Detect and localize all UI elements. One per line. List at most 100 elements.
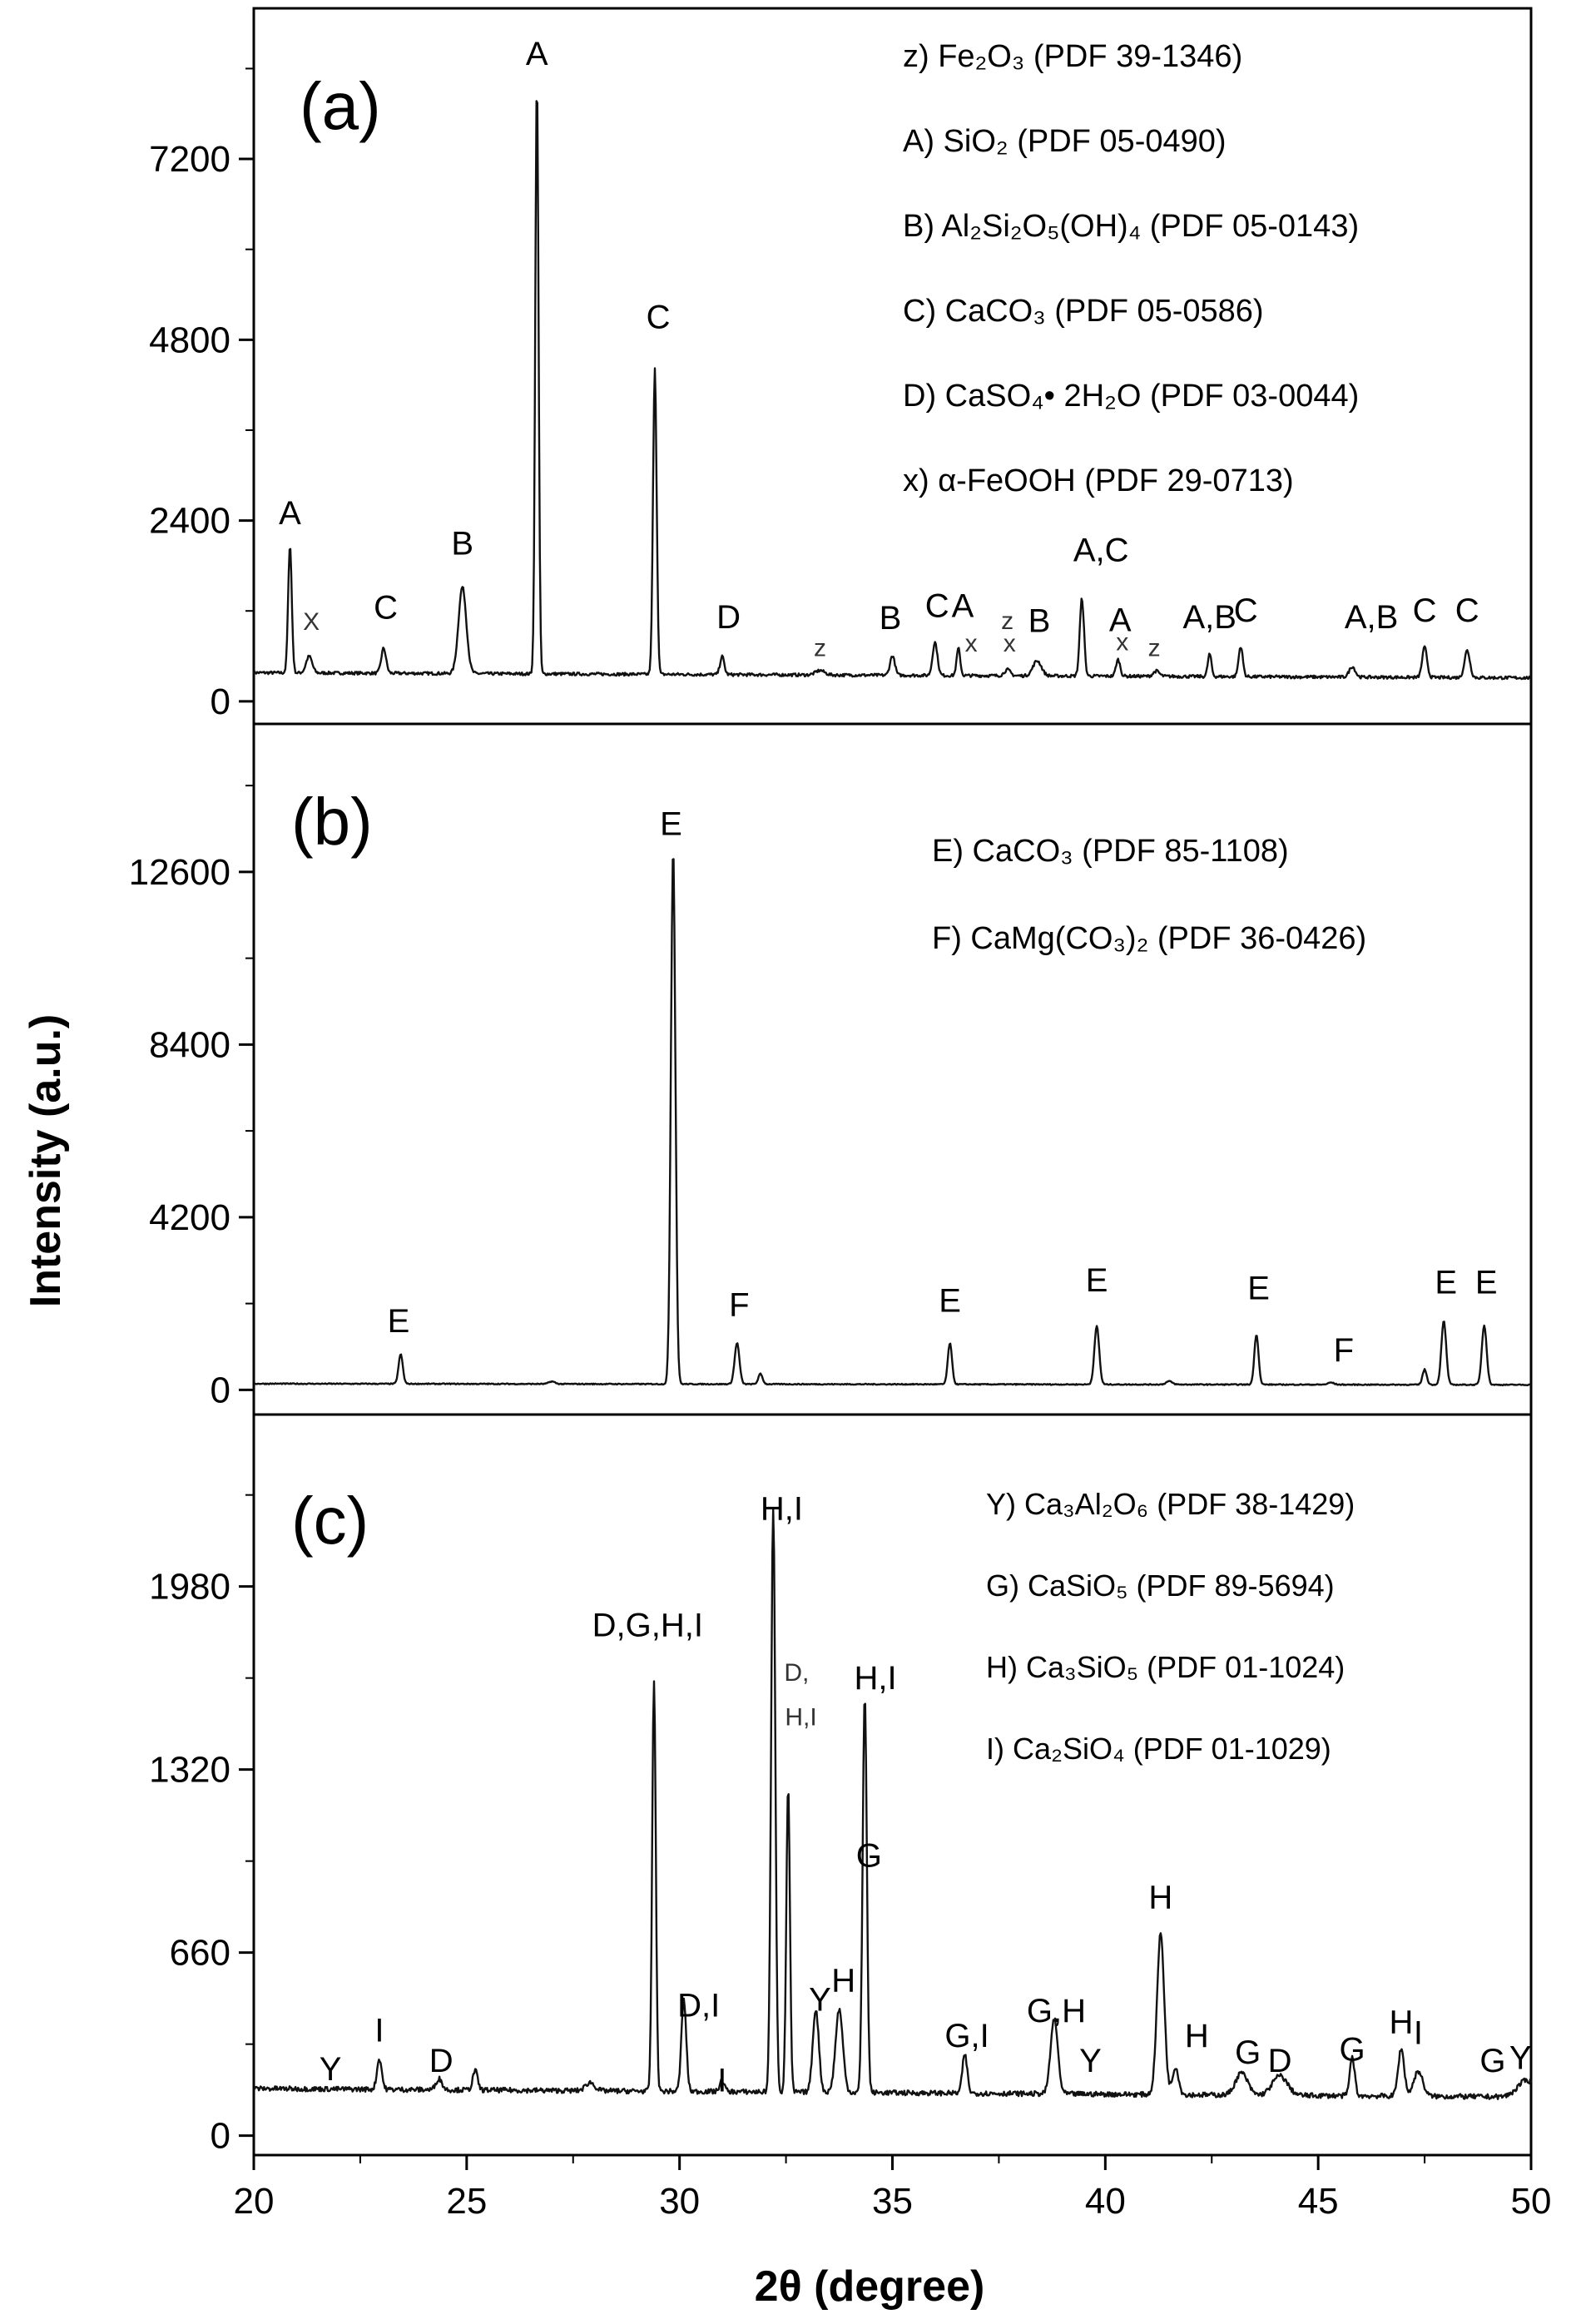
peak-label: D (716, 599, 741, 636)
peak-label: B (1028, 603, 1051, 640)
peak-label: A,B (1182, 599, 1236, 636)
peak-label: E (939, 1282, 961, 1319)
peak-label: H (1148, 1879, 1172, 1915)
peak-label: D (429, 2043, 453, 2079)
x-tick-label: 45 (1298, 2181, 1339, 2222)
peak-label: F (729, 1286, 749, 1323)
peak-label: D, (784, 1659, 809, 1687)
legend-entry: D) CaSO₄• 2H₂O (PDF 03-0044) (903, 379, 1359, 414)
peak-label: E (388, 1303, 410, 1340)
peak-label: D (1268, 2043, 1292, 2079)
peak-label: z (1001, 607, 1013, 635)
x-axis-label: 2θ (degree) (755, 2262, 985, 2311)
peak-label: D,I (677, 1987, 720, 2024)
peak-label: G (1479, 2043, 1505, 2079)
legend-entry: z) Fe₂O₃ (PDF 39-1346) (903, 39, 1242, 74)
peak-label: E (1086, 1262, 1108, 1299)
peak-label: H (831, 1962, 855, 1999)
peak-label: B (880, 600, 902, 637)
legend-entry: H) Ca₃SiO₅ (PDF 01-1024) (986, 1650, 1345, 1684)
y-tick-label: 0 (211, 1370, 230, 1410)
peak-label: X (303, 608, 320, 636)
y-tick-label: 660 (170, 1933, 230, 1974)
panel-label: (c) (291, 1484, 369, 1558)
peak-label: H,I (854, 1660, 896, 1697)
peak-label: Y (809, 1982, 831, 2019)
peak-label: I (374, 2012, 384, 2049)
legend-entry: I) Ca₂SiO₄ (PDF 01-1029) (986, 1732, 1331, 1766)
peak-label: B (451, 525, 473, 562)
peak-label: H (1389, 2004, 1413, 2040)
legend-entry: F) CaMg(CO₃)₂ (PDF 36-0426) (932, 921, 1366, 956)
y-tick-label: 1980 (149, 1567, 230, 1608)
peak-label: E (1475, 1264, 1498, 1301)
panel-label: (b) (291, 785, 373, 859)
y-axis-label: Intensity (a.u.) (22, 1014, 70, 1307)
legend-entry: B) Al₂Si₂O₅(OH)₄ (PDF 05-0143) (903, 209, 1359, 244)
y-tick-label: 12600 (129, 852, 230, 893)
peak-label: G (1235, 2034, 1261, 2071)
peak-label: H,I (761, 1491, 803, 1528)
shared-x-axis: 20 25 30 35 40 45 50 (234, 2155, 1552, 2222)
peak-label: A,C (1073, 532, 1129, 568)
peak-label: z (1148, 635, 1161, 662)
peak-label: E (660, 805, 682, 842)
peak-label: I (1414, 2015, 1423, 2052)
y-tick-label: 1320 (149, 1750, 230, 1791)
x-tick-label: 40 (1085, 2181, 1126, 2222)
peak-label: G,H (1027, 1993, 1086, 2029)
y-tick-label: 7200 (149, 139, 230, 180)
peak-label: C (1413, 592, 1437, 629)
peak-label: C (1455, 592, 1479, 629)
peak-label: A (952, 587, 974, 624)
peak-label: D,G,H,I (592, 1608, 703, 1644)
peak-label: A (526, 36, 548, 72)
peak-label: A (1109, 602, 1132, 639)
peak-label: C (647, 300, 671, 336)
x-tick-label: 25 (446, 2181, 487, 2222)
x-tick-label: 50 (1511, 2181, 1552, 2222)
peak-label: G (1340, 2032, 1365, 2069)
x-tick-label: 20 (234, 2181, 275, 2222)
peak-label: E (1435, 1264, 1457, 1301)
y-tick-label: 0 (211, 681, 230, 722)
legend-entry: E) CaCO₃ (PDF 85-1108) (932, 834, 1289, 869)
spectrum-line (253, 858, 1532, 1387)
peak-label: x (1116, 628, 1128, 656)
y-tick-label: 0 (211, 2116, 230, 2157)
peak-label: z (814, 635, 826, 662)
peak-label: C (1234, 592, 1258, 629)
x-tick-label: 35 (872, 2181, 913, 2222)
peak-label: Y (320, 2051, 342, 2088)
peak-label: A,B (1345, 599, 1398, 636)
y-tick-label: 4200 (149, 1197, 230, 1238)
legend-entry: x) α-FeOOH (PDF 29-0713) (903, 463, 1294, 498)
x-tick-label: 30 (659, 2181, 700, 2222)
legend-entry: G) CaSiO₅ (PDF 89-5694) (986, 1568, 1335, 1603)
peak-label: C (374, 589, 398, 626)
spectrum-line (252, 100, 1532, 681)
peak-label: x (965, 630, 978, 657)
peak-label: Y (1509, 2040, 1532, 2077)
legend-entry: Y) Ca₃Al₂O₆ (PDF 38-1429) (986, 1487, 1355, 1521)
legend-entry: A) SiO₂ (PDF 05-0490) (903, 124, 1227, 159)
peak-label: x (1004, 630, 1016, 657)
spectrum-line (253, 1508, 1533, 2101)
peak-label: F (1334, 1332, 1354, 1369)
peak-label: A (279, 495, 301, 532)
panel-label: (a) (300, 69, 381, 143)
peak-label: C (925, 587, 949, 624)
peak-label: H,I (785, 1703, 816, 1731)
peak-label: H (1185, 2018, 1209, 2054)
y-tick-label: 8400 (149, 1024, 230, 1065)
peak-label: G,I (944, 2018, 989, 2054)
y-tick-label: 4800 (149, 320, 230, 360)
peak-label: G (856, 1837, 882, 1874)
peak-label: I (717, 2062, 726, 2099)
y-tick-label: 2400 (149, 501, 230, 542)
legend-entry: C) CaCO₃ (PDF 05-0586) (903, 294, 1264, 329)
